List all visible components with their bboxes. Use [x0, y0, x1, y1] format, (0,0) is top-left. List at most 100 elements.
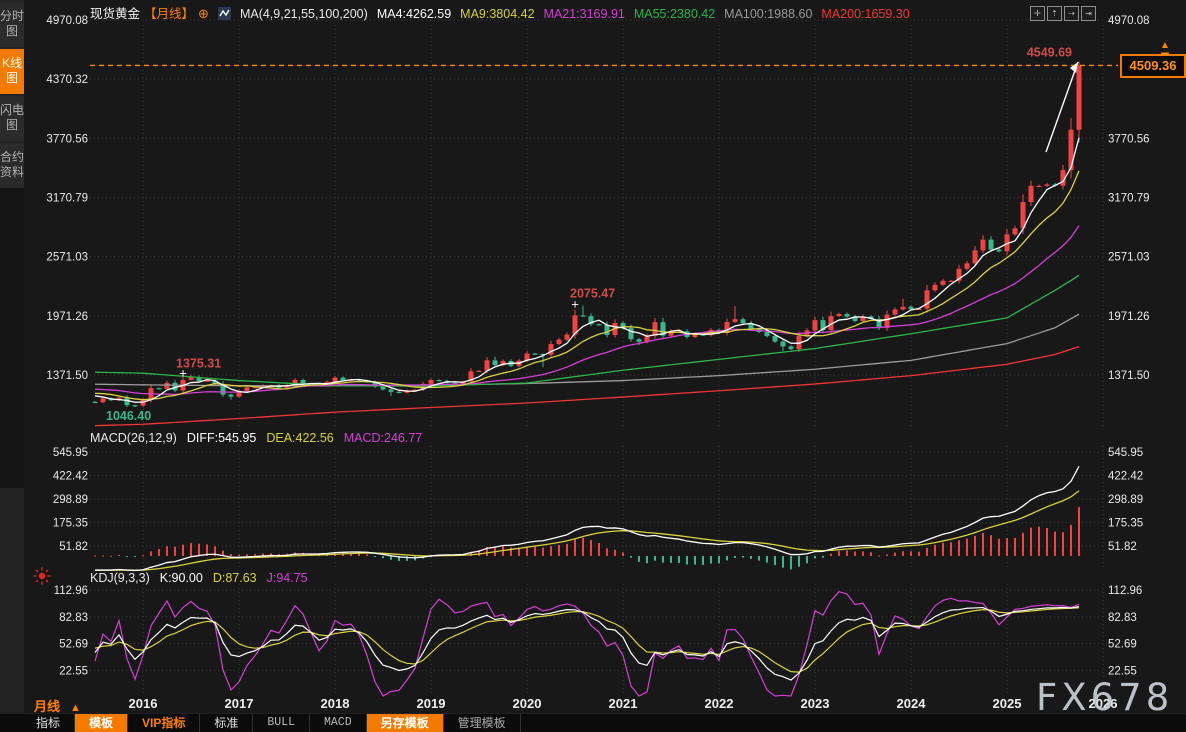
y-axis-left-label: 4370.32 [46, 74, 88, 86]
chart-toolbar: ✛ ⇡ ⇢ ⇥ [1028, 3, 1096, 21]
macd-axis-right-label: 175.35 [1108, 518, 1143, 530]
macd-axis-left-label: 298.89 [53, 494, 88, 506]
y-axis-right-label: 1971.26 [1108, 311, 1150, 323]
symbol-name: 现货黄金 [90, 7, 141, 21]
macd-axis-left-label: 175.35 [53, 518, 88, 530]
ma-value-6: MA200:1659.30 [821, 7, 910, 21]
x-axis-year-2020: 2020 [512, 696, 542, 711]
ma-values: MA4:4262.59 MA9:3804.42 MA21:3169.91 MA55:2… [377, 7, 919, 21]
scroll-to-latest-icon[interactable]: ▲ ▂ [1160, 40, 1170, 57]
kdj-axis-left-label: 22.55 [59, 665, 88, 677]
x-axis-year-2026: 2026 [1088, 696, 1118, 711]
sidebar-item-1[interactable]: 分时图 [0, 2, 24, 47]
ma-value-1: MA4:4262.59 [376, 7, 452, 21]
x-axis-year-2017: 2017 [224, 696, 254, 711]
macd-axis-right-label: 422.42 [1108, 471, 1143, 483]
tab-7[interactable]: 另存模板 [366, 714, 444, 732]
ma-value-5: MA100:1988.60 [724, 7, 813, 21]
macd-axis-left-label: 51.82 [59, 541, 88, 553]
price-annotation: 1046.40 [106, 409, 151, 423]
macd-header: MACD(26,12,9) DIFF:545.95 DEA:422.56 MACD:2… [90, 431, 442, 445]
x-axis-year-2018: 2018 [320, 696, 350, 711]
crosshair-icon[interactable]: ✛ [1030, 6, 1045, 21]
kdj-value-2: D:87.63 [212, 571, 257, 585]
x-axis-year-2022: 2022 [704, 696, 734, 711]
macd-axis-right-label: 51.82 [1108, 541, 1137, 553]
x-axis-scale-icon[interactable]: ⇢ [1064, 6, 1079, 21]
line-chart-icon[interactable] [217, 7, 231, 20]
kdj-value-1: K:90.00 [159, 571, 203, 585]
tab-2[interactable]: 模板 [75, 714, 129, 732]
chevron-up-icon: ▲ [70, 702, 81, 714]
x-axis-year-2023: 2023 [800, 696, 830, 711]
y-axis-left-label: 1371.50 [46, 370, 88, 382]
dock-right-icon[interactable]: ⇥ [1081, 6, 1096, 21]
x-axis-year-2016: 2016 [128, 696, 158, 711]
period-tag: 【月线】 [144, 7, 195, 21]
kdj-value-3: J:94.75 [266, 571, 308, 585]
kdj-header: KDJ(9,3,3) K:90.00 D:87.63 J:94.75 [90, 571, 328, 585]
price-annotation: 4549.69 [1027, 45, 1072, 59]
x-axis-year-2019: 2019 [416, 696, 446, 711]
y-axis-left-label: 3170.79 [46, 193, 88, 205]
tab-6[interactable]: MACD [310, 714, 367, 732]
kdj-axis-left-label: 82.83 [59, 612, 88, 624]
sidebar-item-2[interactable]: K线图 [0, 49, 24, 94]
x-axis-row: 月线 ▲ 2016 2017 2018 2019 2020 2021 2022 2023 2024… [0, 695, 1186, 714]
bottom-tab-bar: 指标 模板 VIP指标 标准 BULL MACD 另存模板 管理模板 [0, 713, 1186, 732]
kdj-axis-left-label: 112.96 [54, 585, 88, 597]
macd-value-3: MACD:246.77 [343, 431, 423, 445]
chart-type-sidebar: 分时图 K线图 闪电图 合约资料 [0, 0, 24, 731]
ma-value-4: MA55:2380.42 [633, 7, 716, 21]
ma-value-2: MA9:3804.42 [460, 7, 535, 21]
y-axis-right-label: 3170.79 [1108, 193, 1150, 205]
macd-value-2: DEA:422.56 [266, 431, 334, 445]
live-indicator-icon [33, 567, 51, 590]
macd-axis-right-label: 545.95 [1108, 447, 1143, 459]
kdj-axis-left-label: 52.69 [59, 639, 88, 651]
sidebar-filler [0, 188, 24, 488]
ma-value-3: MA21:3169.91 [543, 7, 625, 21]
tab-3[interactable]: VIP指标 [128, 714, 201, 732]
y-axis-right-label: 4970.08 [1108, 15, 1150, 27]
y-axis-left-label: 1971.26 [46, 311, 88, 323]
price-annotation: 2075.47 [570, 287, 615, 301]
macd-value-1: DIFF:545.95 [186, 431, 257, 445]
chart-legend: 现货黄金 【月线】 ⊕ MA(4,9,21,55,100,200) MA4:4262.5… [90, 3, 928, 21]
price-annotation: 1375.31 [176, 357, 221, 371]
cross-marker: + [571, 297, 579, 312]
macd-title: MACD(26,12,9) [90, 431, 177, 445]
kdj-axis-right-label: 82.83 [1108, 612, 1137, 624]
y-axis-right-label: 2571.03 [1108, 252, 1150, 264]
y-axis-right-label: 1371.50 [1108, 370, 1150, 382]
current-price-box: 4509.36 [1120, 54, 1186, 79]
x-axis-year-2021: 2021 [608, 696, 638, 711]
plus-circle-icon[interactable]: ⊕ [198, 6, 209, 21]
y-axis-left-label: 3770.56 [46, 133, 88, 145]
tab-8[interactable]: 管理模板 [444, 714, 521, 732]
kdj-axis-right-label: 112.96 [1108, 585, 1142, 597]
tab-1[interactable]: 指标 [22, 714, 76, 732]
tab-4[interactable]: 标准 [200, 714, 254, 732]
trend-arrow [1070, 62, 1078, 73]
x-axis-year-2024: 2024 [896, 696, 926, 711]
y-axis-right-label: 3770.56 [1108, 133, 1150, 145]
macd-axis-right-label: 298.89 [1108, 494, 1143, 506]
cross-marker: + [179, 366, 187, 381]
kdj-axis-right-label: 52.69 [1108, 639, 1137, 651]
tab-5[interactable]: BULL [253, 714, 310, 732]
y-axis-left-label: 2571.03 [46, 252, 88, 264]
sidebar-item-3[interactable]: 闪电图 [0, 96, 24, 141]
kdj-title: KDJ(9,3,3) [90, 571, 150, 585]
kdj-axis-right-label: 22.55 [1108, 665, 1137, 677]
macd-axis-left-label: 422.42 [53, 471, 88, 483]
sidebar-item-4[interactable]: 合约资料 [0, 143, 24, 188]
y-axis-scale-icon[interactable]: ⇡ [1047, 6, 1062, 21]
ma-settings-label: MA(4,9,21,55,100,200) [239, 7, 368, 21]
x-axis-year-2025: 2025 [992, 696, 1022, 711]
period-selector[interactable]: 月线 ▲ [34, 699, 81, 714]
macd-axis-left-label: 545.95 [53, 447, 88, 459]
y-axis-left-label: 4970.08 [46, 15, 88, 27]
